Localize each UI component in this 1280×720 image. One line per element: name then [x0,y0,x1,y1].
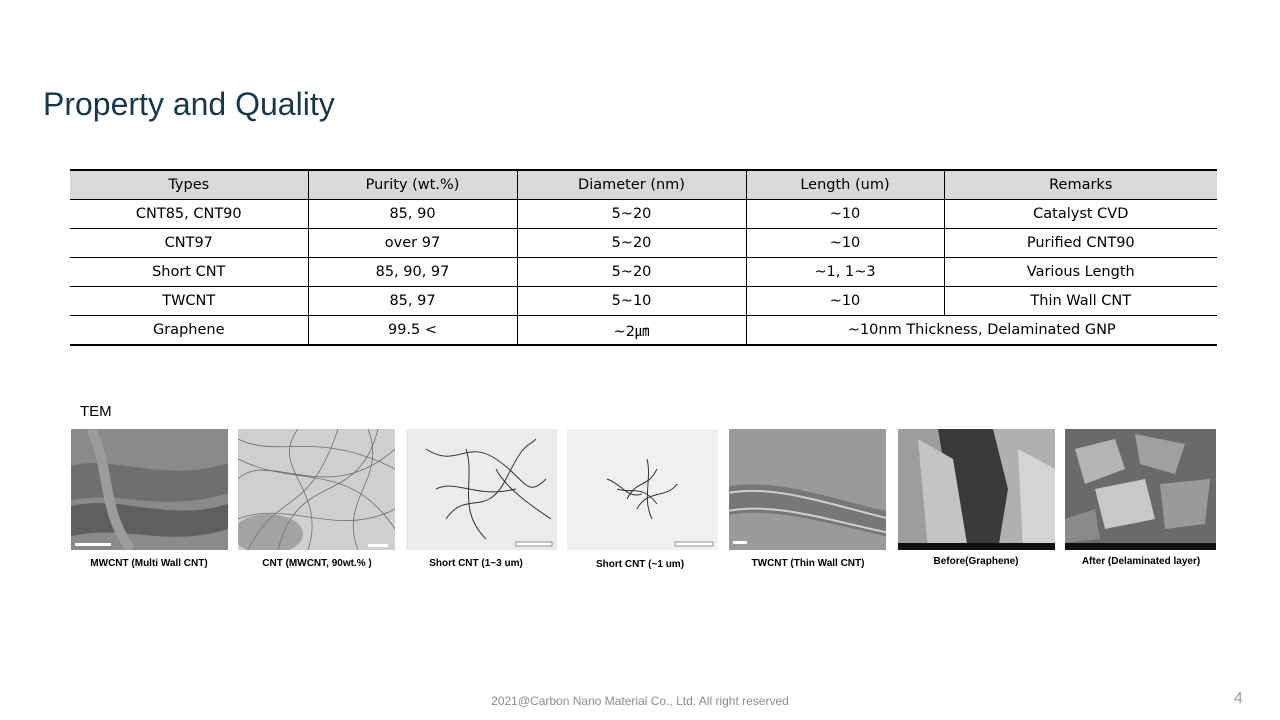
caption-twcnt: TWCNT (Thin Wall CNT) [751,558,865,569]
tem-image-short-cnt-1-3 [406,429,557,550]
cell-remarks: Purified CNT90 [943,228,1217,258]
caption-mwcnt: MWCNT (Multi Wall CNT) [90,558,208,569]
cell-type: TWCNT [70,286,308,316]
cell-length: ~10 [745,286,944,316]
tem-image-mwcnt [71,429,228,550]
cell-length: ~10 [745,199,944,229]
cell-remarks: Various Length [943,257,1217,287]
caption-short-cnt-1: Short CNT (~1 um) [595,559,685,570]
cell-remarks: Catalyst CVD [943,199,1217,229]
cell-purity: 85, 97 [307,286,517,316]
slide-title: Property and Quality [43,86,335,122]
cell-length: ~1, 1~3 [745,257,944,287]
caption-cnt-network: CNT (MWCNT, 90wt.% ) [262,558,372,569]
cell-length-remarks-merged: ~10nm Thickness, Delaminated GNP [745,315,1217,346]
cell-purity: 85, 90, 97 [307,257,517,287]
page-number: 4 [1234,690,1243,707]
cell-purity: over 97 [307,228,517,258]
tem-image-twcnt [729,429,886,550]
cell-purity: 85, 90 [307,199,517,229]
header-length: Length (um) [745,169,944,200]
cell-type: CNT85, CNT90 [70,199,308,229]
table-row: Short CNT 85, 90, 97 5~20 ~1, 1~3 Variou… [70,257,1217,287]
caption-after-delaminated: After (Delaminated layer) [1081,556,1201,567]
caption-short-cnt-1-3: Short CNT (1~3 um) [429,558,523,569]
cell-purity: 99.5 < [307,315,517,346]
table-row: CNT97 over 97 5~20 ~10 Purified CNT90 [70,228,1217,258]
sem-image-before-graphene [898,429,1055,550]
sem-image-after-delaminated [1065,429,1216,550]
header-purity: Purity (wt.%) [307,169,517,200]
caption-before-graphene: Before(Graphene) [933,556,1019,567]
table-row: Graphene 99.5 < ~2㎛ ~10nm Thickness, Del… [70,315,1217,346]
cell-diameter: 5~20 [516,228,746,258]
tem-image-cnt-network [238,429,395,550]
cell-diameter: 5~20 [516,199,746,229]
header-diameter: Diameter (nm) [516,169,746,200]
cell-length: ~10 [745,228,944,258]
header-remarks: Remarks [943,169,1217,200]
cell-diameter: 5~20 [516,257,746,287]
cell-type: Graphene [70,315,308,346]
table-row: CNT85, CNT90 85, 90 5~20 ~10 Catalyst CV… [70,199,1217,229]
cell-type: Short CNT [70,257,308,287]
cell-diameter: ~2㎛ [516,315,746,346]
tem-image-short-cnt-1 [567,429,718,550]
cell-type: CNT97 [70,228,308,258]
table-row: TWCNT 85, 97 5~10 ~10 Thin Wall CNT [70,286,1217,316]
tem-label: TEM [80,403,112,420]
footer-copyright: 2021@Carbon Nano Material Co., Ltd. All … [491,694,789,708]
cell-remarks: Thin Wall CNT [943,286,1217,316]
header-types: Types [70,169,308,200]
table-header-row: Types Purity (wt.%) Diameter (nm) Length… [70,169,1217,200]
property-table: Types Purity (wt.%) Diameter (nm) Length… [70,169,1217,346]
cell-diameter: 5~10 [516,286,746,316]
